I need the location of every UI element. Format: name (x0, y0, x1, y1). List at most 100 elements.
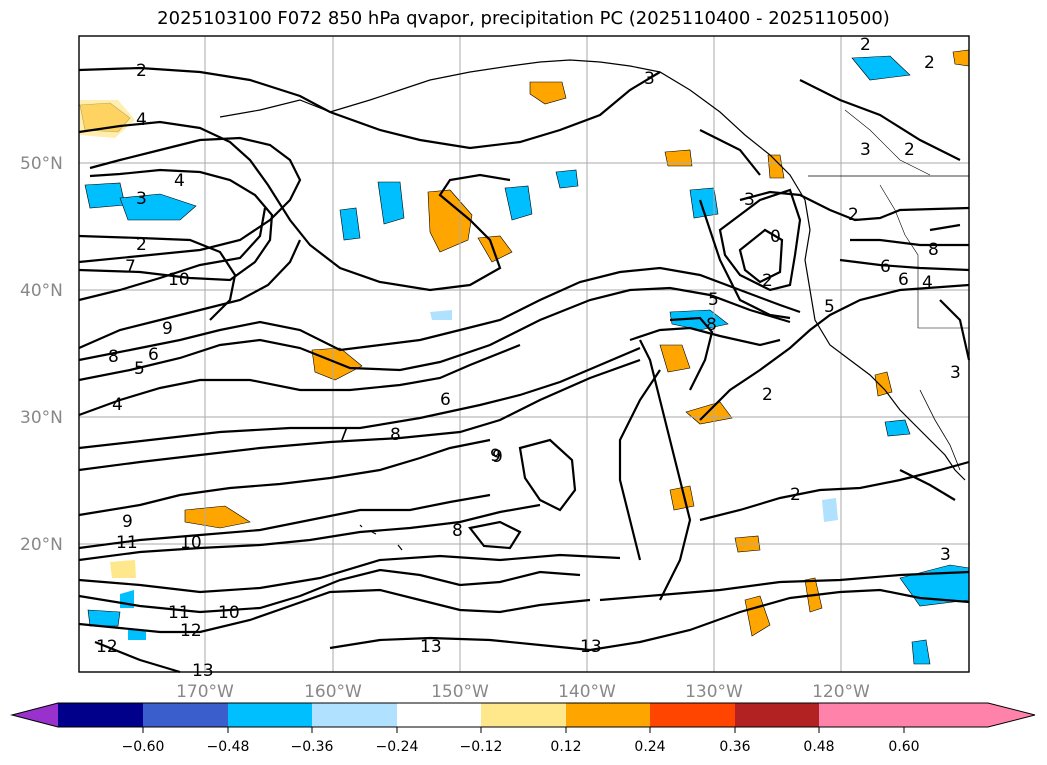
precip-blob (659, 344, 691, 373)
colorbar-segment (819, 703, 904, 727)
contour-label: 2 (924, 53, 935, 73)
contour-label: 13 (420, 637, 442, 657)
contour-label: 13 (580, 637, 602, 657)
contour-label: 10 (168, 270, 190, 290)
contour-label: 8 (928, 240, 939, 260)
precip-blob (884, 419, 911, 437)
contour-13 (78, 553, 621, 594)
precip-blob (767, 154, 785, 179)
lat-label: 50°N (20, 154, 63, 174)
contour-2 (738, 228, 784, 284)
lat-label: 30°N (20, 408, 63, 428)
contour-label: 2 (860, 35, 871, 55)
contour-label: 2 (904, 140, 915, 160)
contour-2 (699, 460, 970, 522)
colorbar-segment (735, 703, 819, 727)
colorbar-tick-label: 0.60 (888, 739, 919, 755)
precip-blob (427, 189, 473, 253)
precip-blob (685, 401, 733, 425)
contour-label: 13 (192, 661, 214, 681)
lon-label: 150°W (431, 682, 489, 702)
colorbar-segment (481, 703, 566, 727)
contour-label: 4 (136, 110, 147, 130)
lon-label: 130°W (685, 682, 743, 702)
precip-blob (555, 169, 579, 189)
contour-8 (78, 358, 641, 472)
lat-label: 20°N (20, 535, 63, 555)
contour-label: 5 (134, 359, 145, 379)
contour-6 (850, 238, 969, 247)
gridlines (79, 36, 969, 672)
contour-label: 10 (180, 533, 202, 553)
colorbar-tick-marks (142, 727, 905, 733)
contour-3 (939, 299, 971, 361)
contour-3 (739, 190, 970, 222)
contour-lines (78, 66, 971, 674)
precip-blob (669, 485, 695, 511)
precip-blob (87, 609, 121, 627)
precip-shading (79, 49, 970, 665)
contour-4 (899, 469, 956, 501)
contour-label: 6 (898, 270, 909, 290)
contour-label: 8 (452, 521, 463, 541)
contour-0 (718, 188, 802, 292)
contour-label: 4 (174, 171, 185, 191)
map-title: 2025103100 F072 850 hPa qvapor, precipit… (157, 8, 890, 29)
contour-label: 2 (790, 485, 801, 505)
precip-blob (119, 193, 197, 221)
precip-blob (80, 100, 135, 138)
contour-10 (78, 503, 541, 562)
precip-blob (851, 55, 911, 81)
precip-blob (504, 185, 533, 221)
contour-label: 3 (644, 69, 655, 89)
contour-9 (78, 207, 267, 302)
colorbar-tick-label: −0.48 (207, 739, 250, 755)
contour-label: 2 (848, 205, 859, 225)
colorbar: −0.60 −0.48 −0.36 −0.24 −0.12 0.12 0.24 … (10, 702, 1036, 755)
contour-label: 9 (490, 446, 501, 466)
contour-2 (799, 79, 961, 161)
precip-blob (377, 181, 405, 225)
contour-5 (698, 199, 791, 320)
contour-label: 12 (180, 621, 202, 641)
colorbar-tick-label: 0.24 (634, 739, 665, 755)
map-border (78, 35, 970, 673)
colorbar-tick-label: 0.36 (719, 739, 750, 755)
contour-label: 7 (125, 257, 136, 277)
contour-label: 5 (708, 290, 719, 310)
colorbar-segment (650, 703, 735, 727)
contour-label: 3 (950, 363, 961, 383)
contour-label: 9 (162, 319, 173, 339)
contour-label: 7 (338, 425, 349, 445)
contour-8 (468, 520, 522, 550)
contour-label: 2 (762, 271, 773, 291)
contour-label: 3 (860, 140, 871, 160)
contour-label: 8 (390, 425, 401, 445)
contour-label: 3 (940, 545, 951, 565)
precip-blob (822, 498, 838, 522)
lat-label: 40°N (20, 281, 63, 301)
colorbar-segment (397, 703, 481, 727)
colorbar-tick-label: −0.60 (122, 739, 165, 755)
contour-5 (78, 286, 791, 382)
colorbar-extend-right (904, 703, 1035, 727)
contour-9 (518, 438, 577, 512)
contour-label: 3 (744, 190, 755, 210)
contour-label: 11 (168, 603, 190, 623)
precip-blob (430, 310, 452, 320)
precip-blob (110, 560, 136, 578)
lon-label: 170°W (176, 682, 234, 702)
contour-11 (78, 568, 581, 614)
contour-12 (94, 640, 181, 674)
precip-blob (84, 182, 126, 209)
contour-label: 8 (706, 315, 717, 335)
colorbar-tick-label: −0.12 (460, 739, 503, 755)
colorbar-segment (228, 703, 312, 727)
contour-label: 4 (112, 395, 123, 415)
contour-label: 11 (116, 533, 138, 553)
contour-10 (78, 168, 274, 282)
lon-label: 160°W (304, 682, 362, 702)
contour-3 (669, 316, 714, 391)
contour-13 (599, 570, 970, 602)
